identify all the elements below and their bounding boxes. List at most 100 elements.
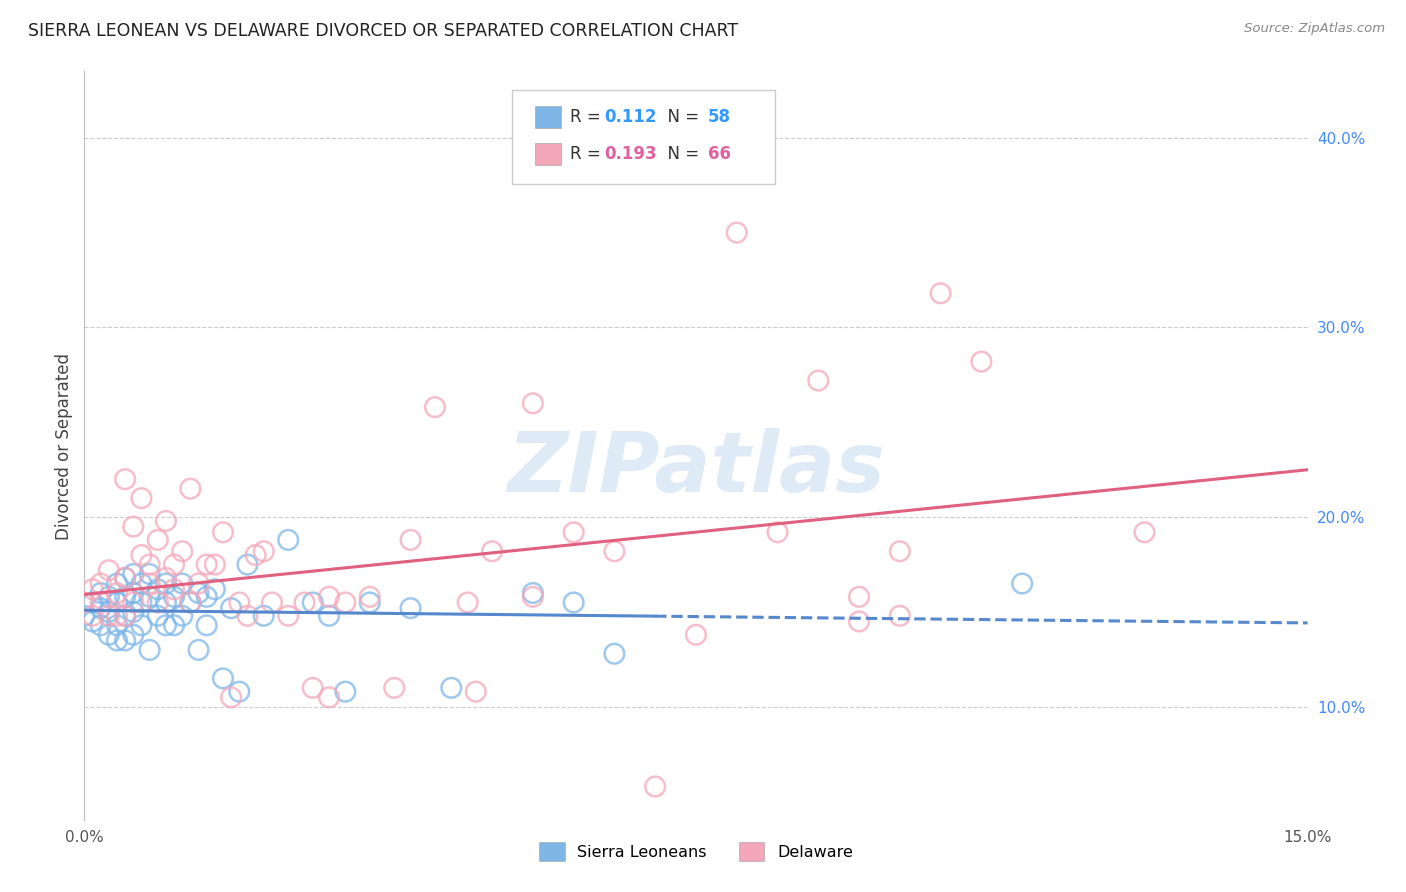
Point (212, 525, 235, 540)
Point (155, 618, 177, 632)
Point (179, 482, 201, 496)
Point (172, 608, 194, 623)
Point (90, 618, 112, 632)
Point (253, 544, 276, 558)
Point (603, 544, 626, 558)
FancyBboxPatch shape (534, 106, 561, 128)
Point (1011, 576, 1033, 591)
Point (522, 590, 544, 604)
Point (82, 608, 104, 623)
Point (359, 590, 381, 604)
Text: 58: 58 (709, 108, 731, 126)
Point (228, 595, 250, 609)
Point (318, 608, 340, 623)
Point (122, 519, 145, 533)
Point (155, 576, 177, 591)
Point (889, 608, 911, 623)
Point (187, 576, 209, 591)
Point (172, 576, 194, 591)
Point (105, 618, 128, 632)
Point (725, 226, 748, 240)
Point (172, 544, 194, 558)
Point (138, 576, 160, 591)
Point (562, 595, 585, 609)
Point (97, 590, 120, 604)
Point (318, 690, 340, 705)
Point (131, 595, 153, 609)
Point (155, 595, 177, 609)
Point (155, 571, 177, 585)
Point (131, 618, 153, 632)
Point (562, 525, 585, 540)
Point (301, 681, 323, 695)
Point (97, 628, 120, 642)
Point (603, 647, 626, 661)
Y-axis label: Divorced or Separated: Divorced or Separated (55, 352, 73, 540)
Text: 0.193: 0.193 (605, 145, 657, 162)
Point (179, 595, 201, 609)
Point (228, 684, 250, 698)
Point (114, 571, 136, 585)
Point (155, 514, 177, 528)
Point (204, 582, 226, 597)
Point (105, 595, 128, 609)
Point (277, 608, 299, 623)
Point (122, 628, 145, 642)
Point (195, 590, 218, 604)
Point (399, 533, 422, 547)
Text: R =: R = (569, 145, 606, 162)
Point (163, 558, 186, 572)
Point (163, 590, 186, 604)
Point (848, 615, 870, 629)
Point (260, 595, 283, 609)
Point (73, 595, 96, 609)
Point (146, 582, 169, 597)
Point (766, 525, 789, 540)
Point (105, 586, 128, 600)
Point (97, 563, 120, 577)
Text: R =: R = (569, 108, 606, 126)
Point (359, 595, 381, 609)
Point (685, 628, 707, 642)
Point (236, 558, 259, 572)
Point (318, 590, 340, 604)
Point (187, 586, 209, 600)
Point (929, 286, 952, 301)
Point (131, 491, 153, 505)
Point (204, 558, 226, 572)
Point (253, 608, 276, 623)
Legend: Sierra Leoneans, Delaware: Sierra Leoneans, Delaware (531, 834, 860, 869)
Point (1133, 525, 1156, 540)
Point (122, 567, 145, 582)
Point (90, 576, 112, 591)
Point (522, 396, 544, 410)
Point (294, 595, 316, 609)
Point (423, 400, 446, 414)
Text: ZIPatlas: ZIPatlas (508, 428, 884, 509)
Point (131, 576, 153, 591)
Text: 66: 66 (709, 145, 731, 162)
Text: Source: ZipAtlas.com: Source: ZipAtlas.com (1244, 22, 1385, 36)
Point (82, 582, 104, 597)
Text: SIERRA LEONEAN VS DELAWARE DIVORCED OR SEPARATED CORRELATION CHART: SIERRA LEONEAN VS DELAWARE DIVORCED OR S… (28, 22, 738, 40)
Point (195, 558, 218, 572)
Point (219, 690, 242, 705)
Point (399, 601, 422, 615)
Point (335, 684, 357, 698)
Point (146, 533, 169, 547)
FancyBboxPatch shape (513, 90, 776, 184)
Point (105, 633, 128, 648)
Point (138, 567, 160, 582)
Point (114, 571, 136, 585)
Point (335, 595, 357, 609)
Text: 0.112: 0.112 (605, 108, 657, 126)
Point (146, 608, 169, 623)
Point (236, 608, 259, 623)
Point (277, 533, 299, 547)
Point (90, 586, 112, 600)
Point (90, 595, 112, 609)
Point (114, 590, 136, 604)
Point (481, 544, 503, 558)
Point (105, 576, 128, 591)
Point (73, 608, 96, 623)
